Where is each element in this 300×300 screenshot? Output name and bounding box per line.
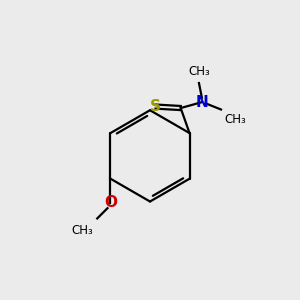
- Text: N: N: [196, 95, 208, 110]
- Text: O: O: [104, 195, 117, 210]
- Text: CH₃: CH₃: [188, 65, 210, 78]
- Text: CH₃: CH₃: [224, 113, 246, 126]
- Text: CH₃: CH₃: [71, 224, 93, 237]
- Text: S: S: [150, 99, 161, 114]
